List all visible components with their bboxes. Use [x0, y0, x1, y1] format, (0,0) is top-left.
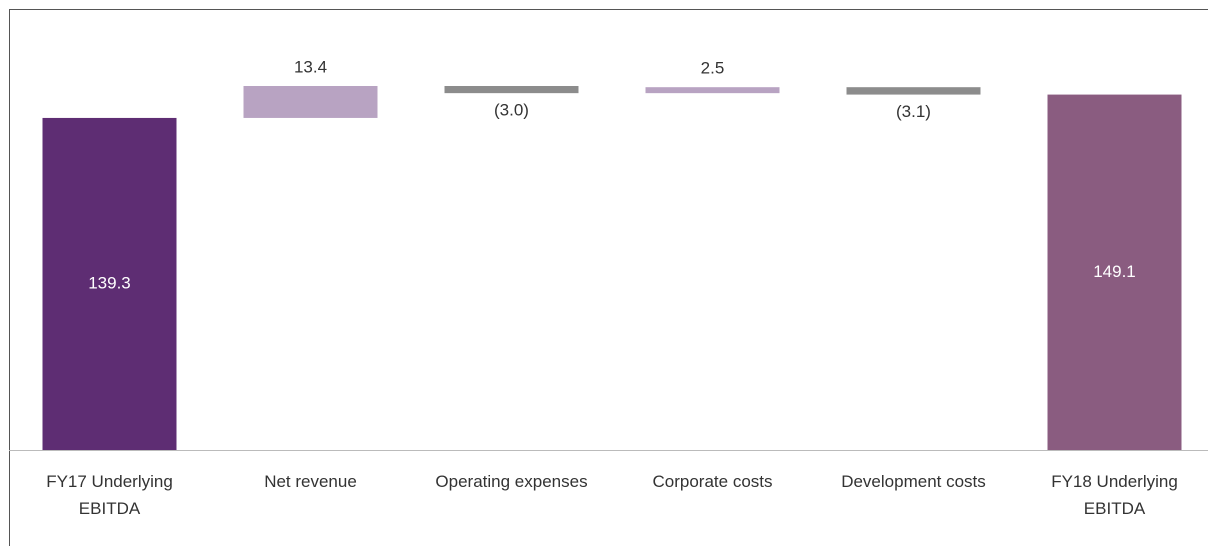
value-label: 13.4 — [294, 57, 327, 76]
value-label: (3.1) — [896, 102, 931, 121]
value-label: 139.3 — [88, 273, 131, 292]
category-label: Net revenue — [264, 472, 357, 491]
category-label: Corporate costs — [652, 472, 773, 491]
value-label: 2.5 — [701, 59, 725, 78]
category-label: FY18 Underlying EBITDA — [1051, 472, 1178, 518]
value-label: (3.0) — [494, 101, 529, 120]
value-label: 149.1 — [1093, 262, 1136, 281]
bar — [1047, 94, 1182, 450]
bar — [444, 86, 579, 94]
category-label: Operating expenses — [435, 472, 588, 491]
bar — [243, 86, 378, 118]
category-label: FY17 Underlying EBITDA — [46, 472, 173, 518]
category-label: Development costs — [841, 472, 986, 491]
bar — [42, 117, 177, 450]
bar — [846, 87, 981, 95]
bar — [645, 87, 780, 94]
